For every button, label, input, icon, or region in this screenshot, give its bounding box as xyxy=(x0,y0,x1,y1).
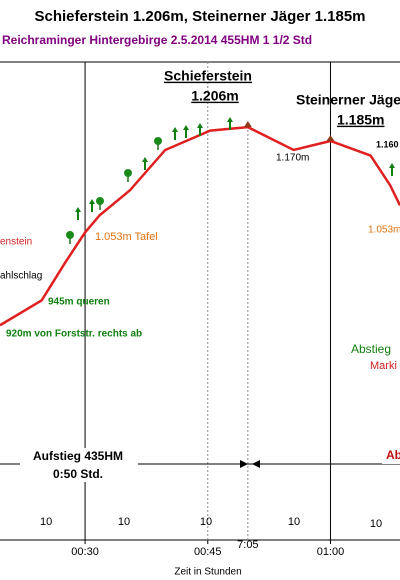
chart-subtitle: Reichraminger Hintergebirge 2.5.2014 455… xyxy=(2,33,312,47)
profile-line xyxy=(0,125,400,327)
x-tick-label: 00:30 xyxy=(71,546,99,558)
marker-arrow-head xyxy=(197,123,203,128)
marker-arrow-head xyxy=(183,125,189,130)
peak-name: Steinerner Jäger xyxy=(296,92,400,108)
tree xyxy=(96,197,104,205)
segment-label: 10 xyxy=(40,516,52,528)
summit-marker xyxy=(326,134,335,141)
summit-marker xyxy=(243,121,252,128)
x-axis-title: Zeit in Stunden xyxy=(174,567,241,578)
x-tick-label: 01:00 xyxy=(317,546,345,558)
annotation: 945m queren xyxy=(48,297,110,308)
x-tick-label: 7:05 xyxy=(237,539,258,551)
marker-arrow-head xyxy=(75,207,81,212)
annotation: 920m von Forststr. rechts ab xyxy=(6,329,142,340)
marker-arrow-head xyxy=(227,117,233,122)
label-box xyxy=(382,448,400,464)
chart-title: Schieferstein 1.206m, Steinerner Jäger 1… xyxy=(34,8,365,25)
tree xyxy=(124,169,132,177)
marker-arrow-head xyxy=(172,127,178,132)
annotation: enstein xyxy=(0,237,32,248)
peak-height: 1.185m xyxy=(337,112,384,128)
annotation: Marki xyxy=(370,360,397,372)
annotation: 0:50 Std. xyxy=(53,467,103,481)
x-tick-label: 00:45 xyxy=(194,546,222,558)
annotation: Aufstieg 435HM xyxy=(33,449,123,463)
annotation: 1.170m xyxy=(276,153,309,164)
segment-label: 10 xyxy=(370,518,382,530)
annotation: 1.053m Tafel xyxy=(95,231,158,243)
annotation: Abstieg xyxy=(351,342,391,356)
tree xyxy=(154,137,162,145)
segment-label: 10 xyxy=(288,516,300,528)
annotation: ahlschlag xyxy=(0,271,42,282)
plot: 00:30 00:45 01:00 7:05 xyxy=(0,62,400,558)
annotation: 1.053m xyxy=(368,225,400,236)
segment-label: 10 xyxy=(118,516,130,528)
arrow-head xyxy=(240,460,248,468)
marker-arrow-head xyxy=(142,157,148,162)
label-box xyxy=(20,448,138,482)
marker-arrow-head xyxy=(89,199,95,204)
tree xyxy=(66,231,74,239)
arrow-head xyxy=(252,460,260,468)
annotation: Ab xyxy=(386,448,400,462)
segment-label: 10 xyxy=(200,516,212,528)
marker-arrow-head xyxy=(389,163,395,168)
annotation: 1.160 xyxy=(376,139,399,149)
peak-height: 1.206m xyxy=(191,88,238,104)
peak-name: Schieferstein xyxy=(164,68,252,84)
